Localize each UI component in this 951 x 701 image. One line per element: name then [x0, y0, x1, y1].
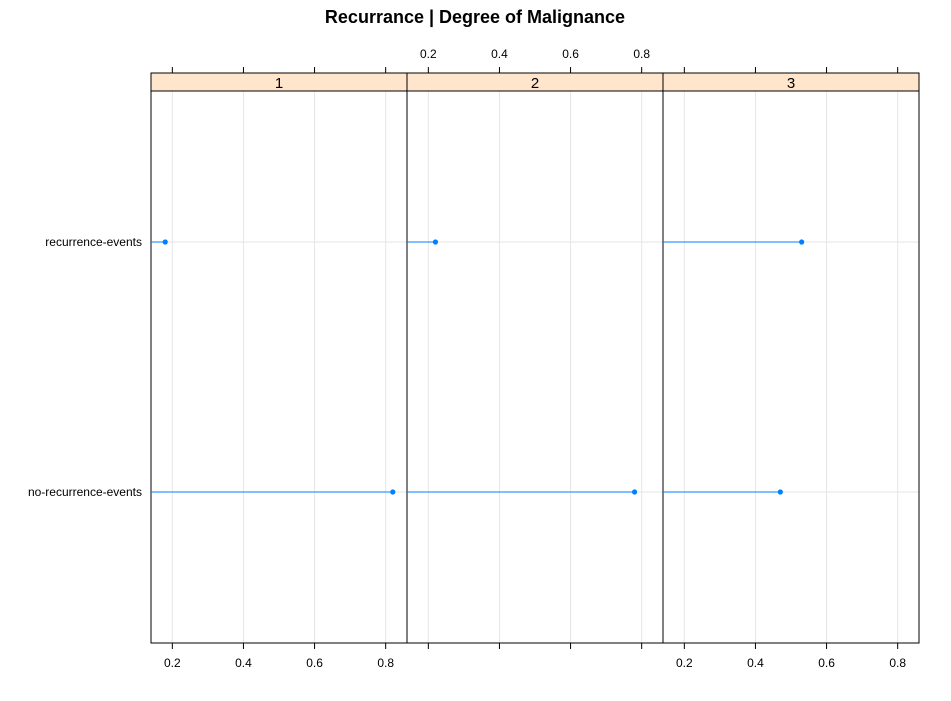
- tick-label: 0.2: [164, 656, 181, 670]
- strip-label-2: 2: [531, 75, 539, 92]
- tick-label: 0.8: [889, 656, 906, 670]
- tick-label: 0.8: [377, 656, 394, 670]
- tick-label: 0.6: [562, 47, 579, 61]
- chart-title: Recurrance | Degree of Malignance: [325, 7, 625, 27]
- data-point: [777, 489, 783, 495]
- category-label: recurrence-events: [45, 235, 142, 249]
- data-point: [162, 239, 168, 245]
- strip-label-1: 1: [275, 75, 283, 92]
- tick-label: 0.4: [747, 656, 764, 670]
- tick-label: 0.6: [306, 656, 323, 670]
- data-point: [799, 239, 805, 245]
- data-point: [631, 489, 638, 495]
- panels-layer: 1 2 3 0.2 0.4 0.6 0.8 0.2 0.4 0.6 0.8 0.2 0.4 0.6 0.8 r…: [28, 47, 920, 670]
- strip-label-3: 3: [787, 75, 795, 92]
- data-point: [432, 239, 439, 245]
- panel-frame-1: [150, 90, 408, 644]
- data-point: [390, 489, 396, 495]
- panel-frame-3: [662, 90, 920, 644]
- panel-frame-2: [406, 90, 664, 644]
- tick-label: 0.2: [420, 47, 437, 61]
- tick-label: 0.8: [633, 47, 650, 61]
- tick-label: 0.6: [818, 656, 835, 670]
- tick-label: 0.4: [235, 656, 252, 670]
- tick-label: 0.2: [676, 656, 693, 670]
- tick-label: 0.4: [491, 47, 508, 61]
- category-label: no-recurrence-events: [28, 485, 142, 499]
